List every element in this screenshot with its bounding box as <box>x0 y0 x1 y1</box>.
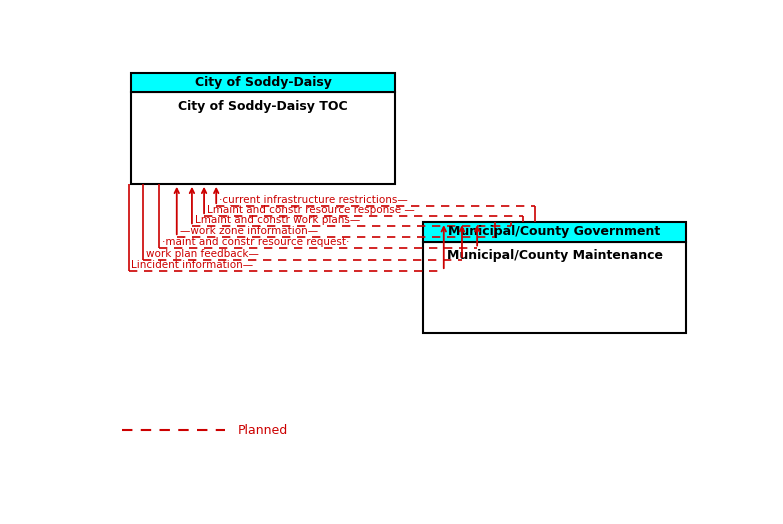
Text: City of Soddy-Daisy TOC: City of Soddy-Daisy TOC <box>179 100 348 113</box>
Text: City of Soddy-Daisy: City of Soddy-Daisy <box>195 76 332 89</box>
Text: Municipal/County Maintenance: Municipal/County Maintenance <box>446 249 662 262</box>
Text: Planned: Planned <box>237 423 287 436</box>
Text: —work zone information—: —work zone information— <box>180 225 318 236</box>
Bar <box>132 92 395 184</box>
Bar <box>132 73 395 92</box>
Bar <box>423 242 687 333</box>
Text: Municipal/County Government: Municipal/County Government <box>449 225 661 238</box>
Text: Lmaint and constr resource response —: Lmaint and constr resource response — <box>207 205 415 215</box>
Text: Lmaint and constr work plans—: Lmaint and constr work plans— <box>195 215 360 225</box>
Text: ·current infrastructure restrictions—: ·current infrastructure restrictions— <box>219 195 408 205</box>
Text: work plan feedback—: work plan feedback— <box>146 248 259 258</box>
Text: Lincident information—: Lincident information— <box>132 260 254 270</box>
Bar <box>423 222 687 242</box>
Text: ·maint and constr resource request·: ·maint and constr resource request· <box>161 237 349 247</box>
